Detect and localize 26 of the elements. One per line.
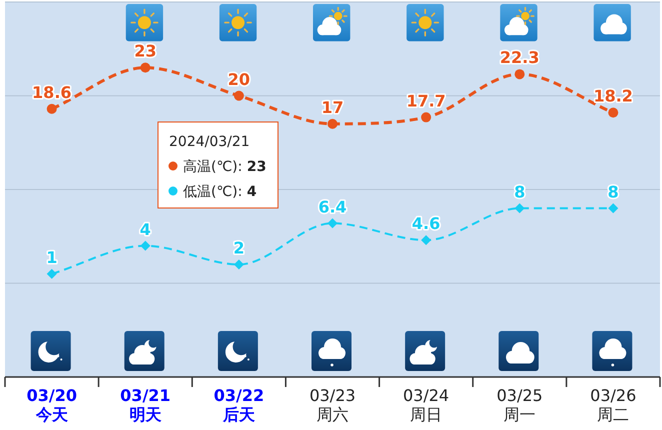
data-label: 4.6 [412, 214, 440, 234]
data-label: 17 [321, 98, 344, 117]
data-label: 8 [608, 182, 619, 202]
legend-entry: 高温(℃) [183, 159, 238, 175]
annotation: : 4 [238, 184, 257, 200]
x-tick-label: 03/24 周日 [403, 386, 450, 424]
x-tick-label: 03/20 今天 [26, 386, 77, 424]
data-label: 20 [228, 70, 250, 89]
annotation: : 23 [238, 159, 266, 175]
x-tick-label: 03/22 后天 [214, 386, 264, 424]
data-label: 8 [514, 182, 526, 202]
x-tick-label: 03/23 周六 [309, 386, 356, 424]
data-label: 18.2 [593, 86, 633, 106]
legend-title: 2024/03/21 [169, 134, 250, 150]
x-tick-label: 03/21 明天 [120, 386, 171, 424]
x-tick-label: 03/25 周一 [496, 386, 543, 424]
x-tick-label: 03/26 周二 [590, 386, 636, 424]
data-label: 4 [140, 220, 151, 239]
legend-entry: 低温(℃) [183, 184, 238, 200]
data-label: 1 [46, 248, 58, 267]
data-label: 23 [134, 42, 156, 61]
data-label: 6.4 [318, 197, 347, 216]
data-label: 2 [233, 238, 244, 258]
data-label: 18.6 [32, 82, 72, 102]
data-label: 17.7 [406, 91, 446, 110]
data-label: 22.3 [500, 48, 540, 68]
